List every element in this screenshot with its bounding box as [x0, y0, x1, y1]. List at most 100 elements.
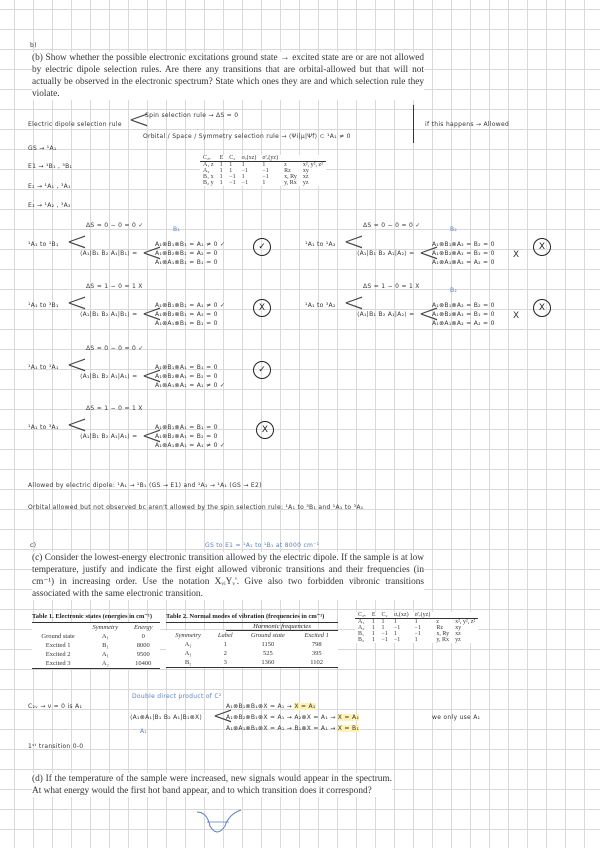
first-transition: 1ˢᵗ transition 0-0: [28, 743, 84, 750]
table-header: [32, 623, 84, 632]
table-cell: 1: [262, 180, 266, 186]
branch-icon: <: [141, 238, 163, 268]
table-cell: A₂: [358, 625, 365, 631]
table-cell: 1: [219, 174, 223, 180]
product-result: A₁⊗B₂⊗B₁ = A₂ = 0: [155, 311, 218, 318]
table-cell: y, Rx: [436, 637, 449, 643]
annotation: B₂: [450, 287, 458, 294]
table-cell: xy: [455, 625, 462, 631]
branch-icon: <: [418, 238, 440, 268]
table-cell: 1360: [261, 659, 275, 666]
table-cell: −1: [241, 168, 249, 174]
spin-check: ΔS = 0 − 0 = 0 ✓: [86, 345, 144, 352]
matrix-element: ⟨A₁|B₁ B₂ A₁|A₁⟩ =: [80, 373, 138, 380]
table-cell: Excited 3: [45, 660, 71, 667]
question-b: (b) Show whether the possible electronic…: [32, 52, 424, 100]
table-header: σᵥ(xz): [241, 155, 257, 161]
table-header: E: [219, 155, 224, 161]
annotation: B₂: [450, 226, 458, 233]
table-cell: z: [284, 162, 287, 168]
table-row: B₂ 1 −1 −1 1 y, Rx yz: [355, 637, 478, 643]
x-mark: X: [513, 311, 520, 321]
question-c: (c) Consider the lowest-energy electroni…: [32, 552, 424, 600]
table-cell: 1: [414, 637, 418, 643]
table-cell: 1: [371, 619, 375, 625]
table-header: Symmetry: [92, 624, 119, 631]
table-cell: A₁: [184, 650, 192, 657]
branch-icon: <: [343, 227, 365, 257]
table-cell: A₁: [101, 633, 109, 640]
table-cell: y, Rx: [284, 180, 297, 186]
table-cell: A₁ z: [203, 162, 214, 168]
table-row: A₁ z 1 1 1 1 z x², y², z²: [200, 162, 326, 168]
product-result: A₁⊗A₁⊗A₂ = A₂ = 0: [432, 259, 495, 266]
table-cell: A₂: [101, 660, 109, 667]
table-header: C₂ᵥ: [358, 612, 366, 618]
matrix-element: ⟨A₁|B₁ B₂ A₁|B₁⟩ =: [80, 311, 138, 318]
table-cell: xz: [455, 631, 461, 637]
table-header: C₂: [229, 155, 236, 161]
table-cell: xz: [302, 174, 309, 180]
table-cell: x², y², z²: [302, 162, 323, 168]
table-header: σ'ᵥ(yz): [414, 612, 431, 618]
product-result: A₁⊗B₁⊗A₁ = B₁ = 0: [155, 424, 218, 431]
branch-icon: <: [66, 288, 88, 318]
table-cell: Excited 2: [45, 651, 71, 658]
table-cell: 1: [219, 168, 223, 174]
table-cell: 1: [371, 637, 375, 643]
transition-label: ¹A₁ to ³B₁: [28, 302, 59, 309]
a1-note: A₁: [140, 728, 148, 735]
check-circle-icon: ✓: [253, 361, 271, 379]
table-cell: −1: [241, 180, 249, 186]
table-row: A₁ 1 1150 798: [166, 640, 338, 649]
state: E1 → ¹B₁ , ³B₁: [28, 163, 73, 170]
transition-label: ¹A₁ to ¹A₁: [28, 364, 59, 371]
table-row: Excited 1 B₁ 8000: [32, 641, 160, 650]
table-cell: xy: [302, 168, 309, 174]
table-cell: B₂: [358, 637, 365, 643]
product-result: A₁⊗B₂⊗A₂ = B₁ = 0: [432, 311, 495, 318]
state: E₃ → ¹A₂ , ³A₂: [28, 202, 71, 209]
matrix-element: ⟨A₁|B₁ B₂ A₁|B₁⟩ =: [80, 250, 138, 257]
table-row: A₂ 1 1 −1 −1 Rz xy: [200, 168, 326, 174]
product-result: A₁⊗A₁⊗A₁ = A₁ ≠ 0 ✓: [155, 442, 226, 449]
product-result: A₁⊗A₁⊗A₂ = A₂ = 0: [432, 320, 495, 327]
transition-label: ¹A₁ to ¹B₁: [28, 241, 59, 248]
branch-icon: <: [66, 410, 88, 440]
table-cell: B₁ x: [203, 174, 214, 180]
table-cell: −1: [393, 637, 401, 643]
character-table-b: C₂ᵥ E C₂ σᵥ(xz) σ'ᵥ(yz) A₁ z 1 1 1 1 z x², y², z² A₂…: [200, 155, 326, 186]
question-d: (d) If the temperature of the sample wer…: [32, 773, 392, 797]
table-row: A₁ 1 1 1 1 z x², y², z²: [355, 619, 478, 625]
product-result: A₁⊗B₂⊗A₂ = B₁ = 0: [432, 250, 495, 257]
branch-icon: <: [212, 701, 234, 731]
table-cell: 1: [381, 625, 385, 631]
table-2-group: Harmonic frequencies: [226, 623, 338, 631]
potential-well-sketch: [196, 809, 242, 833]
table-cell: A₁: [101, 651, 109, 658]
product-result: A₁⊗B₁⊗A₂ = B₂ = 0: [432, 241, 495, 248]
product-result: A₁⊗B₂⊗A₁ = B₂ = 0: [155, 373, 218, 380]
table-cell: 798: [311, 641, 322, 648]
table-header: C₂: [381, 612, 388, 618]
table-header: E: [371, 612, 376, 618]
vibronic-result: A₁⊗B₁⊗B₁⊗X = A₁ → X = A₁: [226, 703, 316, 710]
table-cell: x, Ry: [436, 631, 450, 637]
table-1: Table 1. Electronic states (energies in …: [32, 612, 160, 669]
table-cell: 2: [223, 650, 227, 657]
table-cell: 395: [311, 650, 322, 657]
cross-note: Double direct product of C²: [132, 693, 222, 700]
table-cell: Rz: [284, 168, 291, 174]
product-result: A₁⊗A₁⊗B₁ = B₁ = 0: [155, 259, 218, 266]
table-cell: 1150: [261, 641, 275, 648]
table-row: B₂ 3 1360 1102: [166, 658, 338, 668]
table-cell: 1: [262, 162, 266, 168]
orbital-summary: Orbital allowed but not observed bc aren…: [28, 504, 364, 511]
table-header: σ'ᵥ(yz): [262, 155, 279, 161]
branch-icon: <: [418, 299, 440, 329]
product-result: A₁⊗A₁⊗B₁ = B₁ = 0: [155, 320, 218, 327]
table-cell: 1: [229, 162, 233, 168]
table-cell: −1: [414, 625, 421, 631]
table-cell: B₁: [102, 642, 109, 649]
allowed-summary: Allowed by electric dipole: ¹A₁ → ¹B₁ (G…: [28, 482, 262, 489]
